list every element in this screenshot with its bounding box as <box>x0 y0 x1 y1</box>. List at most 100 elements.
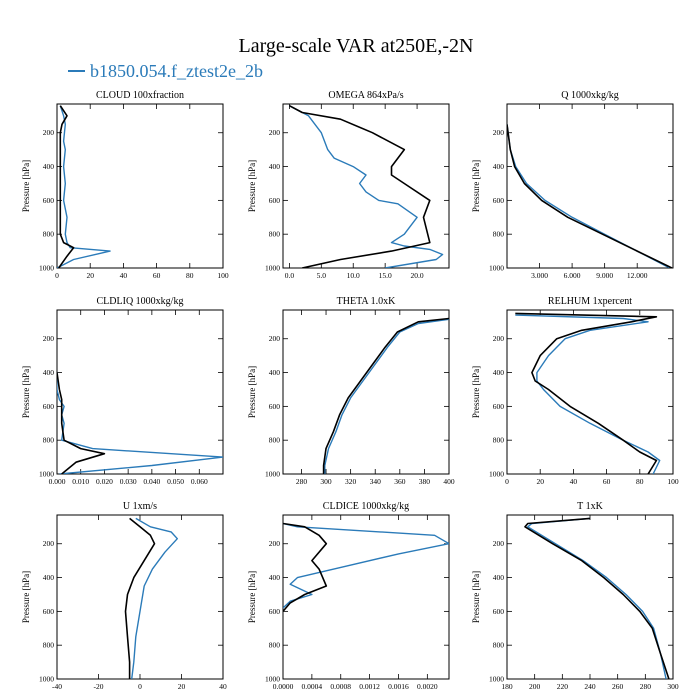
y-tick-label: 1000 <box>489 675 504 684</box>
y-tick-label: 1000 <box>489 470 504 479</box>
x-tick-label: 80 <box>186 271 194 280</box>
y-tick-label: 400 <box>43 162 55 171</box>
x-tick-label: 40 <box>570 477 578 486</box>
x-tick-label: 60 <box>603 477 611 486</box>
x-tick-label: 300 <box>320 477 332 486</box>
x-tick-label: 0.060 <box>191 477 208 486</box>
series-line-reference <box>57 372 106 474</box>
series-line-model <box>289 105 444 268</box>
y-tick-label: 600 <box>493 607 505 616</box>
y-tick-label: 600 <box>269 607 281 616</box>
x-tick-label: 20.0 <box>411 271 424 280</box>
y-tick-label: 200 <box>269 128 281 137</box>
series-line-model <box>507 124 671 268</box>
series-line-model <box>527 517 667 679</box>
x-tick-label: 0.0008 <box>330 682 351 691</box>
x-tick-label: 15.0 <box>379 271 392 280</box>
x-tick-label: 0.020 <box>96 477 113 486</box>
series-line-model <box>57 372 223 474</box>
x-tick-label: 40 <box>120 271 128 280</box>
x-tick-label: -40 <box>52 682 62 691</box>
y-tick-label: 600 <box>493 196 505 205</box>
y-tick-label: 800 <box>493 436 505 445</box>
plot-frame <box>506 514 674 680</box>
x-tick-label: 20 <box>86 271 94 280</box>
x-tick-label: 360 <box>394 477 406 486</box>
y-tick-label: 200 <box>43 539 55 548</box>
panel-4: CLDLIQ 1000xkg/kg Pressure [hPa] 200 400 600… <box>21 296 224 486</box>
panel-title: OMEGA 864xPa/s <box>328 90 403 101</box>
y-tick-label: 600 <box>269 402 281 411</box>
panel-title: U 1xm/s <box>123 501 157 512</box>
x-tick-label: 320 <box>345 477 357 486</box>
x-tick-label: 300 <box>667 682 679 691</box>
y-tick-label: 600 <box>43 402 55 411</box>
series-line-reference <box>283 522 328 612</box>
series-line-model <box>131 517 179 679</box>
x-tick-label: 0.040 <box>143 477 160 486</box>
x-tick-label: 0.0000 <box>273 682 294 691</box>
series-line-model <box>283 522 449 609</box>
x-tick-label: 0.0004 <box>302 682 323 691</box>
panel-3: Q 1000xkg/kg Pressure [hPa] 200 400 600 800 10… <box>471 90 674 280</box>
panel-5: THETA 1.0xK Pressure [hPa] 200 400 600 800 100… <box>247 296 455 486</box>
x-tick-label: 380 <box>419 477 431 486</box>
y-tick-label: 1000 <box>39 675 54 684</box>
plot-frame <box>282 309 450 475</box>
x-tick-label: 0.0020 <box>417 682 438 691</box>
y-axis-label: Pressure [hPa] <box>247 366 257 418</box>
y-tick-label: 400 <box>493 573 505 582</box>
y-tick-label: 600 <box>43 196 55 205</box>
x-tick-label: 80 <box>636 477 644 486</box>
y-tick-label: 600 <box>269 196 281 205</box>
x-tick-label: 340 <box>370 477 382 486</box>
y-tick-label: 400 <box>43 573 55 582</box>
y-tick-label: 600 <box>43 607 55 616</box>
x-tick-label: 0 <box>505 477 509 486</box>
x-tick-label: 9.000 <box>596 271 613 280</box>
y-tick-label: 800 <box>493 641 505 650</box>
y-tick-label: 200 <box>43 128 55 137</box>
series-line-model <box>57 105 111 268</box>
x-tick-label: 400 <box>443 477 455 486</box>
x-tick-label: 12.000 <box>627 271 648 280</box>
x-tick-label: 240 <box>584 682 596 691</box>
x-tick-label: 0.0 <box>285 271 295 280</box>
x-tick-label: 0.030 <box>120 477 137 486</box>
y-tick-label: 1000 <box>489 264 504 273</box>
panel-2: OMEGA 864xPa/s Pressure [hPa] 200 400 600 800… <box>247 90 450 280</box>
x-tick-label: 280 <box>296 477 308 486</box>
y-tick-label: 200 <box>269 334 281 343</box>
y-axis-label: Pressure [hPa] <box>247 571 257 623</box>
x-tick-label: 0.010 <box>72 477 89 486</box>
panel-title: THETA 1.0xK <box>337 296 396 307</box>
x-tick-label: 3.000 <box>531 271 548 280</box>
y-tick-label: 400 <box>269 368 281 377</box>
panel-title: RELHUM 1xpercent <box>548 296 632 307</box>
y-tick-label: 400 <box>269 162 281 171</box>
x-tick-label: 0.0016 <box>388 682 409 691</box>
y-axis-label: Pressure [hPa] <box>471 571 481 623</box>
y-tick-label: 1000 <box>39 470 54 479</box>
y-tick-label: 800 <box>493 230 505 239</box>
y-tick-label: 800 <box>269 436 281 445</box>
y-tick-label: 1000 <box>265 470 280 479</box>
y-tick-label: 1000 <box>265 264 280 273</box>
series-line-reference <box>524 517 670 679</box>
y-tick-label: 400 <box>43 368 55 377</box>
plot-frame <box>506 309 674 475</box>
y-axis-label: Pressure [hPa] <box>471 366 481 418</box>
panel-title: Q 1000xkg/kg <box>561 90 619 101</box>
y-tick-label: 200 <box>269 539 281 548</box>
x-tick-label: 0.050 <box>167 477 184 486</box>
y-tick-label: 400 <box>493 368 505 377</box>
x-tick-label: 20 <box>178 682 186 691</box>
x-tick-label: 10.0 <box>347 271 360 280</box>
x-tick-label: 180 <box>501 682 513 691</box>
x-tick-label: 100 <box>217 271 229 280</box>
x-tick-label: -20 <box>94 682 104 691</box>
x-tick-label: 60 <box>153 271 161 280</box>
